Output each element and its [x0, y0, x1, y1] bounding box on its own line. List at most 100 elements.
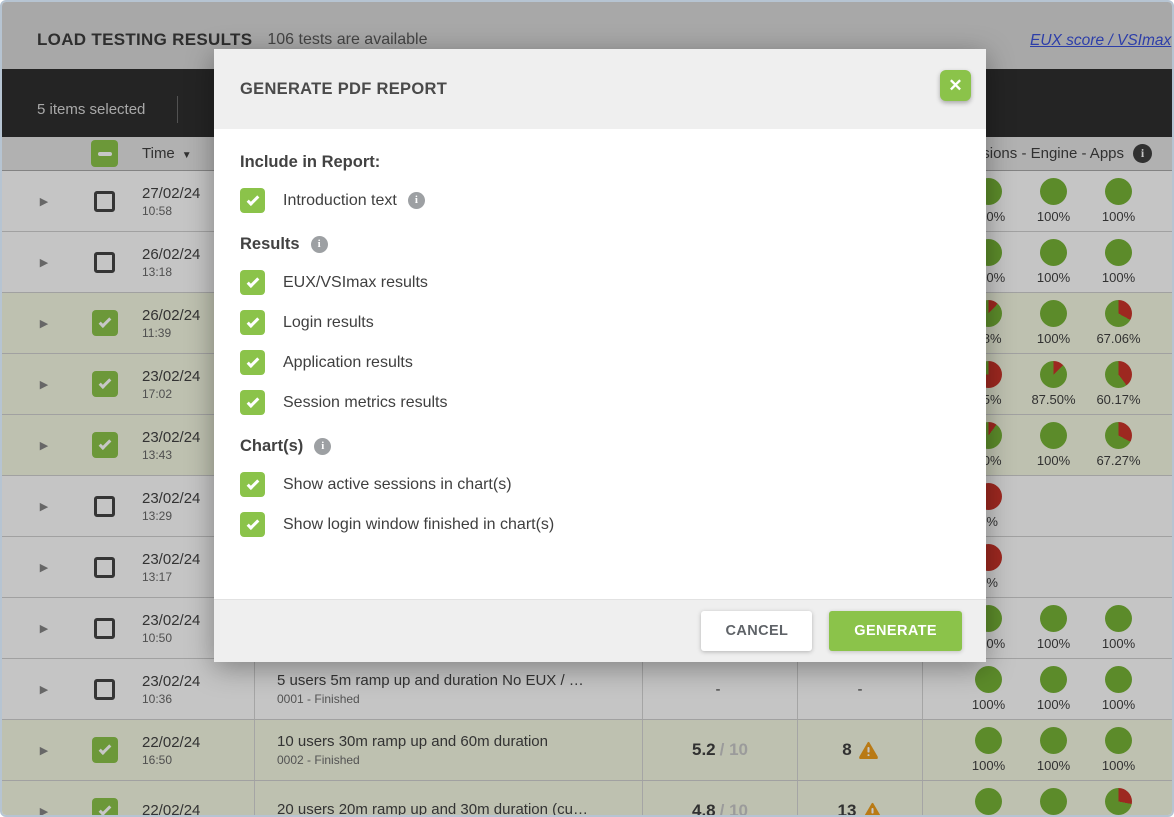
session-pie-label: 100% — [971, 758, 1006, 773]
expand-row-icon[interactable]: ▶ — [39, 378, 49, 391]
expand-row-icon[interactable]: ▶ — [39, 317, 49, 330]
row-time: 13:29 — [142, 508, 173, 523]
checkbox[interactable] — [240, 350, 265, 375]
session-pie-column: 100% — [956, 781, 1021, 815]
generate-button[interactable]: GENERATE — [829, 611, 962, 651]
apps-value: - — [857, 680, 863, 698]
time-cell: 22/02/24 16:50 — [137, 734, 254, 767]
expand-row-icon[interactable]: ▶ — [39, 256, 49, 269]
eux-vsimax-toggle-link[interactable]: EUX score / VSImax — [1030, 32, 1172, 49]
checkbox[interactable] — [240, 310, 265, 335]
checkbox-cell — [72, 556, 137, 578]
time-cell: 23/02/24 10:50 — [137, 612, 254, 645]
session-pie-column: 100% — [1021, 659, 1086, 719]
checkbox-cell — [72, 495, 137, 517]
indeterminate-mark-icon — [97, 151, 112, 156]
check-icon — [246, 354, 259, 368]
row-time: 16:50 — [142, 752, 173, 767]
info-icon[interactable]: i — [407, 192, 425, 209]
checkbox-label: EUX/VSImax results — [283, 273, 428, 291]
checkbox-cell — [72, 617, 137, 639]
modal-checkbox-row: Login results i — [240, 310, 960, 335]
info-icon[interactable]: i — [310, 236, 328, 253]
expand-row-icon[interactable]: ▶ — [39, 683, 49, 696]
session-pie-label: 100% — [1036, 697, 1071, 712]
row-time: 17:02 — [142, 386, 173, 401]
session-pie-label: 100% — [1036, 331, 1071, 346]
header-time-cell[interactable]: Time ▼ — [137, 145, 254, 162]
session-pie-label: 100% — [1101, 270, 1136, 285]
cancel-button[interactable]: CANCEL — [701, 611, 813, 651]
info-icon[interactable]: i — [314, 438, 332, 455]
checkbox[interactable] — [240, 512, 265, 537]
eux-score-value: 5.2 — [692, 740, 716, 759]
time-cell: 26/02/24 11:39 — [137, 307, 254, 340]
session-pie-column: 100% — [1086, 232, 1151, 292]
expand-row-icon[interactable]: ▶ — [39, 744, 49, 757]
table-row[interactable]: ▶ 22/02/24 16:50 10 users 30m ramp up an… — [2, 720, 1172, 781]
page-title: LOAD TESTING RESULTS — [37, 29, 253, 49]
row-checkbox[interactable] — [94, 251, 115, 273]
sessions-info-icon[interactable]: i — [1133, 144, 1152, 163]
sessions-pies-cell: 100% 100% 100% — [922, 720, 1172, 780]
checkbox[interactable] — [240, 390, 265, 415]
row-checkbox[interactable] — [94, 617, 115, 639]
checkbox-cell — [72, 371, 137, 397]
row-checkbox[interactable] — [94, 678, 115, 700]
row-date: 23/02/24 — [142, 672, 201, 690]
checkbox[interactable] — [240, 472, 265, 497]
session-pie-column: 100% — [1086, 659, 1151, 719]
check-icon — [246, 192, 259, 206]
row-time: 11:39 — [142, 325, 172, 340]
close-button[interactable]: ✕ — [940, 70, 971, 101]
session-pie-label: 100% — [1036, 453, 1071, 468]
sessions-pies-cell: 100% 100% 100% — [922, 232, 1172, 292]
row-checkbox[interactable] — [91, 310, 118, 336]
name-cell: 5 users 5m ramp up and duration No EUX /… — [254, 659, 642, 719]
checkbox-label: Show login window finished in chart(s) — [283, 515, 555, 533]
checkbox-cell — [72, 678, 137, 700]
select-all-checkbox[interactable] — [91, 140, 118, 167]
expand-row-icon[interactable]: ▶ — [39, 195, 49, 208]
expand-row-icon[interactable]: ▶ — [39, 439, 49, 452]
checkbox-label: Introduction text — [283, 191, 397, 209]
session-pie-column: 100% — [1021, 232, 1086, 292]
row-checkbox[interactable] — [91, 798, 118, 815]
header-sessions-cell: Sessions - Engine - Apps i — [922, 137, 1172, 170]
session-pie-chart — [1040, 422, 1067, 449]
expand-cell: ▶ — [2, 744, 72, 757]
check-icon — [246, 516, 259, 530]
session-pie-column: 100% — [1086, 171, 1151, 231]
dialog-footer: CANCEL GENERATE — [214, 599, 986, 662]
eux-score-value: - — [715, 680, 721, 698]
eux-score-cell: 5.2 / 10 — [642, 720, 797, 780]
session-pie-column: 100% — [1021, 293, 1086, 353]
time-cell: 23/02/24 17:02 — [137, 368, 254, 401]
row-checkbox[interactable] — [94, 556, 115, 578]
expand-row-icon[interactable]: ▶ — [39, 622, 49, 635]
apps-not-started-cell: 8 — [797, 720, 922, 780]
modal-checkbox-row: Show active sessions in chart(s) i — [240, 472, 960, 497]
test-name: 20 users 20m ramp up and 30m duration (c… — [277, 801, 588, 817]
row-checkbox[interactable] — [94, 190, 115, 212]
expand-row-icon[interactable]: ▶ — [39, 500, 49, 513]
row-checkbox[interactable] — [91, 737, 118, 763]
name-cell: 20 users 20m ramp up and 30m duration (c… — [254, 781, 642, 817]
row-checkbox[interactable] — [91, 371, 118, 397]
checkbox[interactable] — [240, 270, 265, 295]
table-row[interactable]: ▶ 23/02/24 10:36 5 users 5m ramp up and … — [2, 659, 1172, 720]
heading-text: Chart(s) — [240, 437, 304, 455]
checkbox-cell — [72, 798, 137, 815]
row-checkbox[interactable] — [94, 495, 115, 517]
session-pie-chart — [1105, 727, 1132, 754]
row-time: 10:36 — [142, 691, 173, 706]
expand-row-icon[interactable]: ▶ — [39, 561, 49, 574]
selection-bar-divider — [177, 95, 179, 123]
table-row[interactable]: ▶ 22/02/24 20 users 20m ramp up and 30m … — [2, 781, 1172, 817]
checkbox[interactable] — [240, 188, 265, 213]
close-icon: ✕ — [948, 75, 963, 95]
session-pie-chart — [1040, 178, 1067, 205]
eux-score-max: / 10 — [719, 801, 748, 817]
row-checkbox[interactable] — [91, 432, 118, 458]
expand-row-icon[interactable]: ▶ — [39, 805, 49, 817]
